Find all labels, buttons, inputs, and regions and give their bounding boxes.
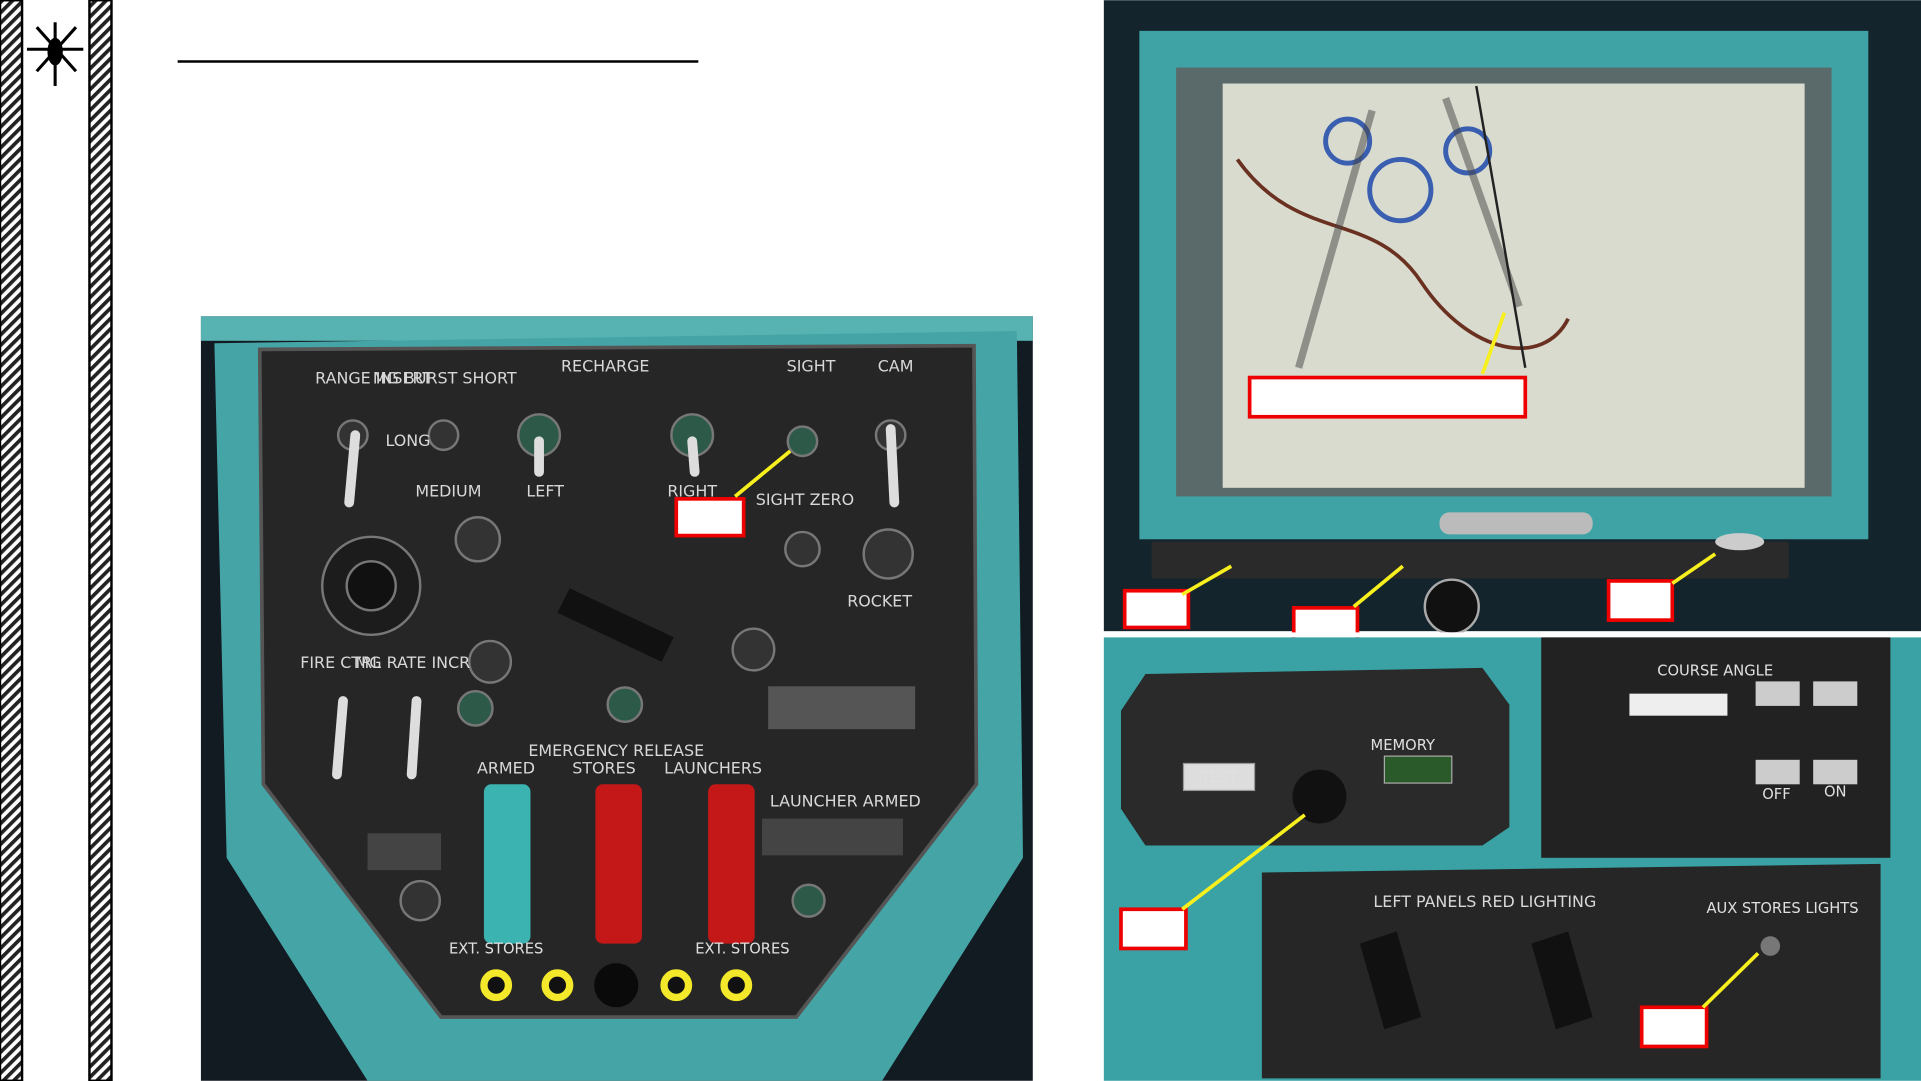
panel-label: LAUNCHERS [664,758,762,777]
callout-box [1639,1005,1709,1049]
panel-label: TEST [1200,769,1239,786]
helicopter-icon [26,22,84,86]
callout-arrow [733,449,792,498]
panel-label: RANGE INSERT [315,369,432,388]
panel-label: RIGHT [667,481,717,500]
callout-box [1119,907,1188,951]
panel-label: SIGHT [787,356,836,375]
panel-label: LEFT [526,481,564,500]
panel-label: ARMED [477,758,535,777]
callout-arrow [1181,564,1233,596]
callout-arrow [1480,312,1507,375]
panel-label: ON [1824,784,1847,801]
callout-arrow [1181,813,1306,911]
instrument-panel-photo: TEST MEMORY COURSE ANGLE OFF ON LEFT PAN… [1103,637,1921,1081]
panel-label: LAUNCHER ARMED [770,791,921,810]
panel-label: EXT. STORES [695,940,789,957]
panel-label: COURSE ANGLE [1657,662,1773,679]
panel-label: FIRE CTRL [300,653,381,672]
panel-label: OFF [1762,786,1790,803]
panel-label: EMERGENCY RELEASE [528,741,704,760]
panel-label: CAM [878,356,914,375]
panel-label: SIGHT ZERO [756,490,854,509]
panel-label: ROCKET [847,592,912,611]
panel-label: RECHARGE [561,356,649,375]
callout-arrow [1352,564,1404,609]
side-bar [0,0,24,1081]
panel-label: LEFT PANELS RED LIGHTING [1373,892,1596,911]
callout-box [1247,375,1528,419]
panel-label: MEDIUM [415,481,481,500]
panel-label: MG BURST SHORT [373,369,517,388]
callout-box [1606,579,1675,622]
callout-arrow [1701,952,1760,1009]
panel-label: MG RATE INCR [356,653,471,672]
panel-label: STORES [572,758,636,777]
map-display-photo [1103,0,1921,635]
panel-label: LONG [385,431,430,450]
side-bar [88,0,113,1081]
callout-box [1122,588,1191,630]
callout-box [674,497,746,538]
panel-label: MEMORY [1371,737,1435,754]
weapons-panel-photo: RANGE INSERT MG BURST SHORT RECHARGE SIG… [200,316,1033,1081]
callout-arrow [1671,552,1717,585]
panel-label: AUX STORES LIGHTS [1707,900,1859,917]
panel-label: EXT. STORES [449,940,543,957]
